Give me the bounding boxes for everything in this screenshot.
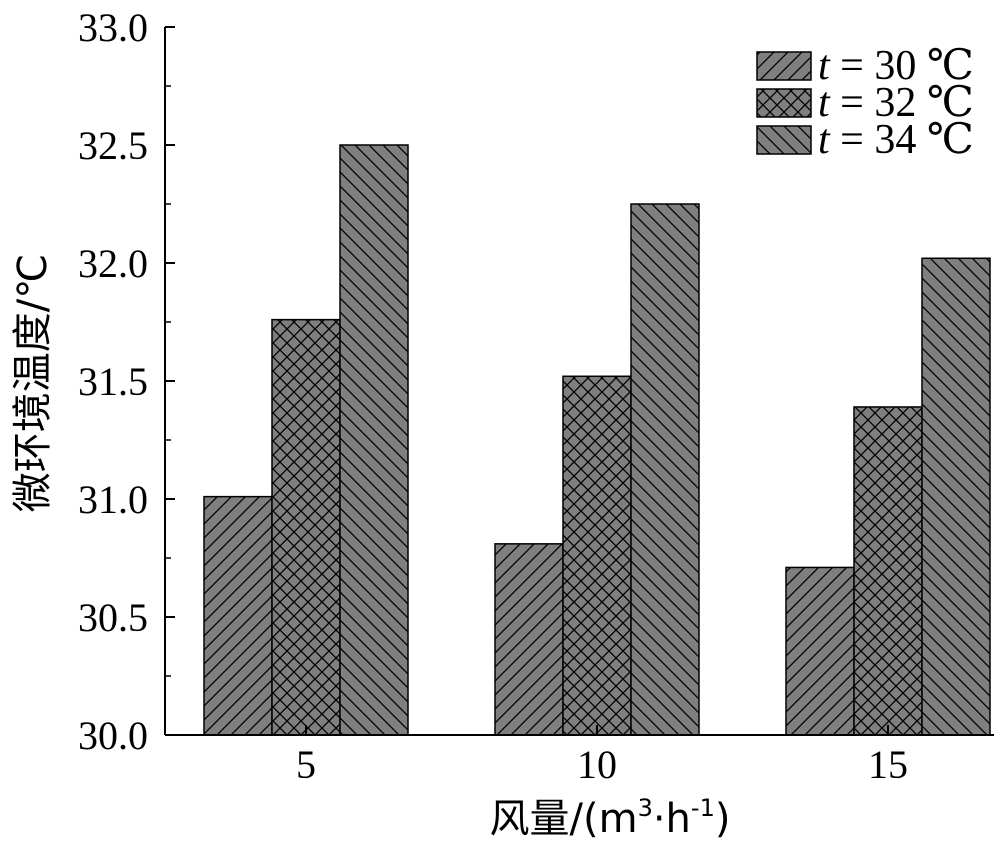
y-tick-label: 31.0 bbox=[78, 477, 148, 522]
bar-15-series-2 bbox=[853, 406, 923, 736]
x-axis-title-end: ) bbox=[715, 796, 731, 842]
legend-label-3: t = 34 ℃ bbox=[818, 117, 974, 163]
y-tick-label: 30.0 bbox=[78, 713, 148, 758]
y-tick-label: 33.0 bbox=[78, 5, 148, 50]
y-ticks-group: 30.0 30.5 31.0 31.5 32.0 32.5 33.0 bbox=[78, 5, 175, 758]
x-axis-title-mid: ·h bbox=[653, 796, 691, 842]
y-tick-label: 31.5 bbox=[78, 359, 148, 404]
legend-swatch-2 bbox=[756, 88, 812, 118]
bar-15-series-3 bbox=[921, 257, 991, 736]
y-tick-label: 30.5 bbox=[78, 595, 148, 640]
y-tick-label: 32.5 bbox=[78, 123, 148, 168]
bar-10-series-1 bbox=[494, 543, 564, 736]
x-axis-title-sup2: -1 bbox=[691, 794, 715, 822]
legend-swatch-1 bbox=[756, 51, 812, 81]
bar-10-series-2 bbox=[562, 375, 632, 736]
y-axis-title: 微环境温度/℃ bbox=[10, 254, 56, 512]
bar-10-series-3 bbox=[630, 203, 700, 736]
y-tick-label: 32.0 bbox=[78, 241, 148, 286]
legend-label-2: t = 32 ℃ bbox=[818, 80, 974, 126]
bar-5-series-3 bbox=[339, 144, 409, 736]
legend: t = 30 ℃t = 32 ℃t = 34 ℃ bbox=[756, 43, 974, 163]
x-tick-label-5: 5 bbox=[296, 742, 316, 787]
x-axis-title-main: 风量/(m bbox=[490, 796, 638, 842]
x-axis-title-sup1: 3 bbox=[638, 794, 653, 822]
bar-5-series-2 bbox=[271, 318, 341, 736]
legend-label-1: t = 30 ℃ bbox=[818, 43, 974, 89]
x-tick-label-15: 15 bbox=[868, 742, 908, 787]
bar-5-series-1 bbox=[203, 495, 273, 736]
x-ticks-group: 5 10 15 bbox=[296, 725, 908, 787]
x-axis-title: 风量/(m3·h-1) bbox=[490, 794, 731, 842]
x-tick-label-10: 10 bbox=[577, 742, 617, 787]
legend-swatch-3 bbox=[756, 125, 812, 155]
bars-group bbox=[203, 144, 991, 736]
bar-15-series-1 bbox=[785, 566, 855, 736]
